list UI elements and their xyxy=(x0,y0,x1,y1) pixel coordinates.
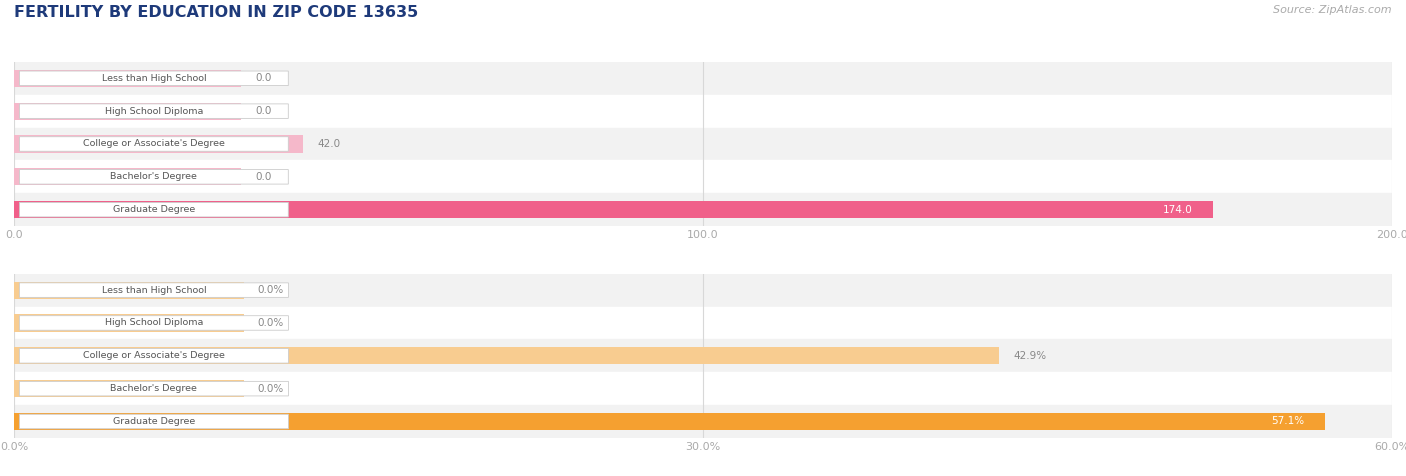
FancyBboxPatch shape xyxy=(20,71,288,86)
Text: Graduate Degree: Graduate Degree xyxy=(112,417,195,426)
Text: Bachelor's Degree: Bachelor's Degree xyxy=(111,384,197,393)
Bar xyxy=(14,282,243,298)
Bar xyxy=(14,160,1392,193)
Bar xyxy=(14,62,1392,95)
FancyBboxPatch shape xyxy=(20,202,288,217)
Bar xyxy=(14,201,1213,218)
Text: Less than High School: Less than High School xyxy=(101,286,207,295)
Text: College or Associate's Degree: College or Associate's Degree xyxy=(83,351,225,360)
Text: Bachelor's Degree: Bachelor's Degree xyxy=(111,172,197,181)
Bar xyxy=(14,347,1000,364)
FancyBboxPatch shape xyxy=(20,381,288,396)
Bar xyxy=(14,136,304,152)
Text: 0.0%: 0.0% xyxy=(257,384,284,394)
Bar xyxy=(14,70,242,87)
Text: 0.0: 0.0 xyxy=(256,172,271,182)
Text: Source: ZipAtlas.com: Source: ZipAtlas.com xyxy=(1274,5,1392,15)
Text: 0.0%: 0.0% xyxy=(257,318,284,328)
Bar xyxy=(14,339,1392,372)
FancyBboxPatch shape xyxy=(20,169,288,184)
FancyBboxPatch shape xyxy=(20,283,288,298)
Text: High School Diploma: High School Diploma xyxy=(104,107,202,116)
Bar xyxy=(14,103,242,119)
Text: 42.9%: 42.9% xyxy=(1012,351,1046,361)
Bar xyxy=(14,95,1392,128)
Text: 42.0: 42.0 xyxy=(318,139,340,149)
Text: 57.1%: 57.1% xyxy=(1271,416,1305,426)
FancyBboxPatch shape xyxy=(20,316,288,330)
Bar xyxy=(14,169,242,185)
FancyBboxPatch shape xyxy=(20,137,288,151)
Text: College or Associate's Degree: College or Associate's Degree xyxy=(83,139,225,149)
FancyBboxPatch shape xyxy=(20,414,288,429)
Text: 0.0: 0.0 xyxy=(256,73,271,83)
Text: FERTILITY BY EDUCATION IN ZIP CODE 13635: FERTILITY BY EDUCATION IN ZIP CODE 13635 xyxy=(14,5,419,20)
Text: 0.0%: 0.0% xyxy=(257,285,284,295)
FancyBboxPatch shape xyxy=(20,104,288,119)
Bar xyxy=(14,315,243,331)
Bar xyxy=(14,307,1392,339)
FancyBboxPatch shape xyxy=(20,348,288,363)
Bar xyxy=(14,128,1392,160)
Bar xyxy=(14,193,1392,226)
Bar xyxy=(14,380,243,397)
Text: Graduate Degree: Graduate Degree xyxy=(112,205,195,214)
Text: Less than High School: Less than High School xyxy=(101,74,207,83)
Bar xyxy=(14,413,1326,430)
Bar xyxy=(14,405,1392,438)
Text: 0.0: 0.0 xyxy=(256,106,271,116)
Bar xyxy=(14,372,1392,405)
Text: High School Diploma: High School Diploma xyxy=(104,318,202,327)
Bar xyxy=(14,274,1392,307)
Text: 174.0: 174.0 xyxy=(1163,205,1192,215)
